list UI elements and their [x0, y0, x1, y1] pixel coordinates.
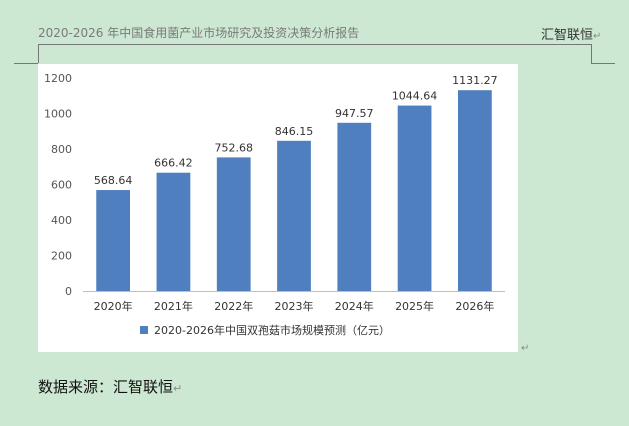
data-label: 1131.27 — [452, 74, 498, 87]
header-rule-right-tick — [591, 44, 592, 63]
bar-7 — [457, 90, 492, 291]
x-tick-label: 2024年 — [335, 299, 374, 313]
bar-2 — [156, 172, 191, 291]
source-text: 数据来源：汇智联恒 — [38, 378, 174, 396]
bar-6 — [397, 105, 432, 291]
data-label: 846.15 — [275, 125, 314, 138]
x-tick-label: 2025年 — [395, 299, 434, 313]
paragraph-mark-icon: ↵ — [593, 31, 602, 42]
header-rule-left — [14, 63, 38, 64]
x-tick-label: 2021年 — [154, 299, 193, 313]
data-label: 947.57 — [335, 107, 374, 120]
header-rule-left-tick — [38, 44, 39, 63]
header-brand-text: 汇智联恒 — [541, 28, 594, 43]
bar-chart: 0 200 400 600 800 1000 1200 568.64 2020年 666.42 20… — [44, 72, 505, 337]
x-tick-label: 2020年 — [94, 299, 133, 313]
paragraph-mark-icon: ↵ — [521, 343, 530, 354]
bar-5 — [337, 122, 372, 291]
legend-swatch — [140, 326, 148, 334]
x-tick-label: 2022年 — [214, 299, 253, 313]
data-label: 666.42 — [154, 157, 193, 170]
y-tick-label: 400 — [51, 214, 72, 227]
legend-label: 2020-2026年中国双孢菇市场规模预测（亿元） — [154, 323, 390, 337]
report-title: 2020-2026 年中国食用菌产业市场研究及投资决策分析报告 — [38, 26, 360, 40]
bar-1 — [96, 190, 131, 291]
source-note: 数据来源：汇智联恒↵ — [38, 376, 182, 397]
x-tick-label: 2026年 — [455, 299, 494, 313]
x-tick-label: 2023年 — [275, 299, 314, 313]
chart-panel: 0 200 400 600 800 1000 1200 568.64 2020年 666.42 20… — [38, 64, 518, 352]
bar-4 — [277, 140, 311, 291]
header-brand: 汇智联恒↵ — [541, 24, 601, 43]
y-tick-label: 1200 — [44, 72, 72, 85]
paragraph-mark-icon: ↵ — [173, 382, 183, 395]
data-label: 752.68 — [214, 141, 253, 154]
data-label: 1044.64 — [392, 90, 438, 103]
y-tick-label: 600 — [51, 179, 72, 192]
y-tick-label: 800 — [51, 143, 72, 156]
data-label: 568.64 — [94, 174, 132, 187]
y-tick-label: 1000 — [44, 108, 72, 121]
y-tick-label: 0 — [65, 285, 72, 298]
y-tick-label: 200 — [51, 250, 72, 263]
bar-3 — [216, 157, 251, 291]
header-rule-main — [38, 44, 591, 45]
header-rule-right — [591, 63, 615, 64]
